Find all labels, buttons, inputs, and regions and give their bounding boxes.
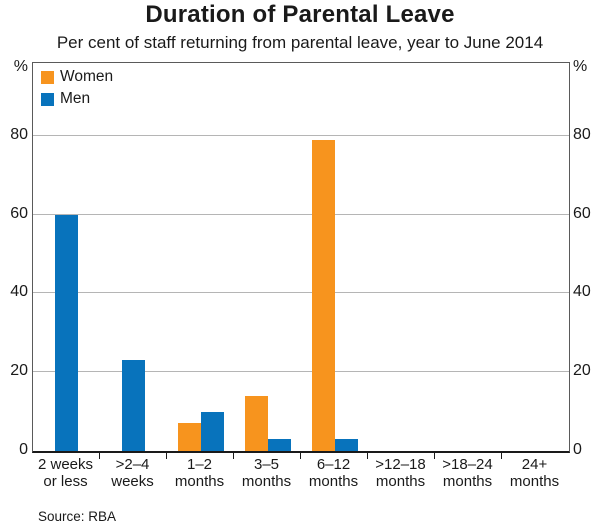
y-axis-unit-left: % xyxy=(13,58,28,75)
x-axis-tick-4 xyxy=(300,452,301,459)
bar-groups xyxy=(33,63,569,451)
y-axis-labels-right: 0 20 40 60 80 xyxy=(573,62,599,458)
y-tick-label-80: 80 xyxy=(10,125,28,143)
source-note: Source: RBA xyxy=(38,509,117,524)
legend-label-women: Women xyxy=(60,68,114,85)
bar-group-24-months xyxy=(502,63,569,451)
x-axis-tick-5 xyxy=(367,452,368,459)
gridline-60 xyxy=(33,213,569,215)
chart-title: Duration of Parental Leave xyxy=(145,1,455,28)
y-tick-label-20: 20 xyxy=(573,362,591,380)
bar-men-1-2-months xyxy=(200,411,224,451)
legend-item-women: Women xyxy=(41,68,113,86)
y-tick-label-0: 0 xyxy=(573,441,582,458)
x-axis-label-18-24-months: >18–24 months xyxy=(442,456,493,490)
legend-label-men: Men xyxy=(60,90,91,107)
bar-group-12-18-months xyxy=(368,63,435,451)
y-tick-label-60: 60 xyxy=(573,204,591,222)
bar-group-18-24-months xyxy=(435,63,502,451)
y-tick-label-40: 40 xyxy=(573,283,591,301)
legend: Women Men xyxy=(41,68,113,108)
gridline-20 xyxy=(33,371,569,373)
x-axis-label-2-weeks-or-less: 2 weeks or less xyxy=(37,456,94,490)
y-axis-labels-left: 0 20 40 60 80 xyxy=(2,62,28,458)
x-axis-tick-3 xyxy=(233,452,234,459)
y-tick-label-60: 60 xyxy=(10,204,28,222)
bar-group-6-12-months xyxy=(301,63,368,451)
x-axis-label-12-18-months: >12–18 months xyxy=(375,456,426,490)
legend-swatch-women xyxy=(41,70,54,84)
bar-men-2-4-weeks xyxy=(122,360,145,451)
x-axis-tick-7 xyxy=(501,452,502,459)
y-axis-unit-right: % xyxy=(573,58,588,75)
legend-swatch-men xyxy=(41,92,54,106)
x-axis-tick-6 xyxy=(434,452,435,459)
bar-men-3-5-months xyxy=(267,439,291,451)
x-axis-label-2-4-weeks: >2–4 weeks xyxy=(111,456,154,490)
y-tick-label-0: 0 xyxy=(19,441,28,458)
x-axis-label-6-12-months: 6–12 months xyxy=(308,456,359,490)
bar-women-3-5-months xyxy=(244,395,268,451)
x-axis-label-3-5-months: 3–5 months xyxy=(241,456,292,490)
plot-area: Women Men xyxy=(32,62,570,453)
bar-group-1-2-months xyxy=(167,63,234,451)
x-axis-labels: 2 weeks or less >2–4 weeks 1–2 months 3–5 m… xyxy=(32,456,568,490)
bar-group-2-4-weeks xyxy=(100,63,167,451)
y-tick-label-20: 20 xyxy=(10,362,28,380)
bar-men-2-weeks-or-less xyxy=(55,214,78,451)
bar-women-1-2-months xyxy=(177,423,201,451)
gridline-80 xyxy=(33,134,569,136)
bar-women-6-12-months xyxy=(311,139,335,451)
y-tick-label-80: 80 xyxy=(573,125,591,143)
gridline-40 xyxy=(33,292,569,294)
chart-subtitle: Per cent of staff returning from parenta… xyxy=(56,33,544,52)
x-axis-label-24-months: 24+ months xyxy=(509,456,560,490)
bar-group-2-weeks-or-less xyxy=(33,63,100,451)
y-tick-label-40: 40 xyxy=(10,283,28,301)
bar-group-3-5-months xyxy=(234,63,301,451)
bar-men-6-12-months xyxy=(334,439,358,451)
x-axis-label-1-2-months: 1–2 months xyxy=(174,456,225,490)
x-axis-tick-2 xyxy=(166,452,167,459)
x-axis-tick-1 xyxy=(99,452,100,459)
legend-item-men: Men xyxy=(41,90,113,108)
